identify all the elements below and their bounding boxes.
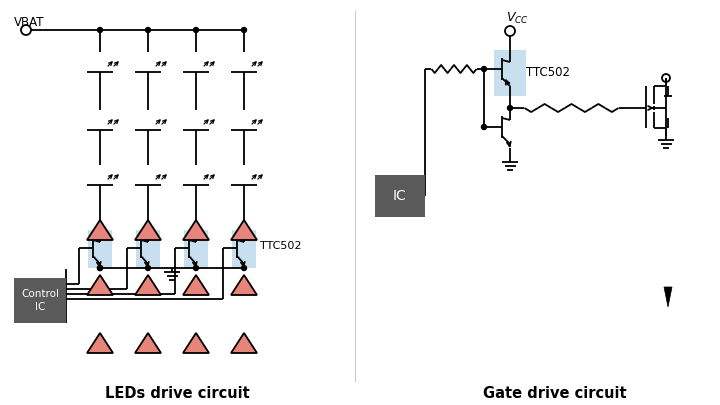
Circle shape <box>97 28 102 32</box>
Polygon shape <box>183 275 209 295</box>
Polygon shape <box>87 333 113 353</box>
Circle shape <box>241 266 246 271</box>
Circle shape <box>241 28 246 32</box>
Polygon shape <box>135 275 161 295</box>
Text: Gate drive circuit: Gate drive circuit <box>483 386 627 401</box>
Text: IC: IC <box>393 189 407 203</box>
FancyBboxPatch shape <box>136 230 160 268</box>
Polygon shape <box>87 220 113 240</box>
FancyBboxPatch shape <box>232 230 256 268</box>
Polygon shape <box>231 275 257 295</box>
Polygon shape <box>231 333 257 353</box>
Polygon shape <box>135 220 161 240</box>
Circle shape <box>508 105 513 111</box>
Text: Control
IC: Control IC <box>21 289 59 312</box>
Circle shape <box>97 266 102 271</box>
FancyBboxPatch shape <box>375 175 425 217</box>
Polygon shape <box>664 287 672 307</box>
FancyBboxPatch shape <box>88 230 112 268</box>
Circle shape <box>482 124 487 130</box>
Text: $V_{CC}$: $V_{CC}$ <box>506 11 528 26</box>
Polygon shape <box>87 275 113 295</box>
FancyBboxPatch shape <box>184 230 208 268</box>
Polygon shape <box>183 220 209 240</box>
Polygon shape <box>183 333 209 353</box>
Polygon shape <box>231 220 257 240</box>
Circle shape <box>145 266 150 271</box>
Polygon shape <box>135 333 161 353</box>
Text: VBAT: VBAT <box>14 15 45 28</box>
Circle shape <box>145 28 150 32</box>
FancyBboxPatch shape <box>14 278 66 323</box>
Circle shape <box>194 28 199 32</box>
Text: LEDs drive circuit: LEDs drive circuit <box>104 386 249 401</box>
Circle shape <box>97 266 102 271</box>
Text: TTC502: TTC502 <box>260 241 302 251</box>
FancyBboxPatch shape <box>494 50 526 96</box>
Circle shape <box>482 66 487 72</box>
Text: TTC502: TTC502 <box>526 66 570 79</box>
Circle shape <box>194 266 199 271</box>
